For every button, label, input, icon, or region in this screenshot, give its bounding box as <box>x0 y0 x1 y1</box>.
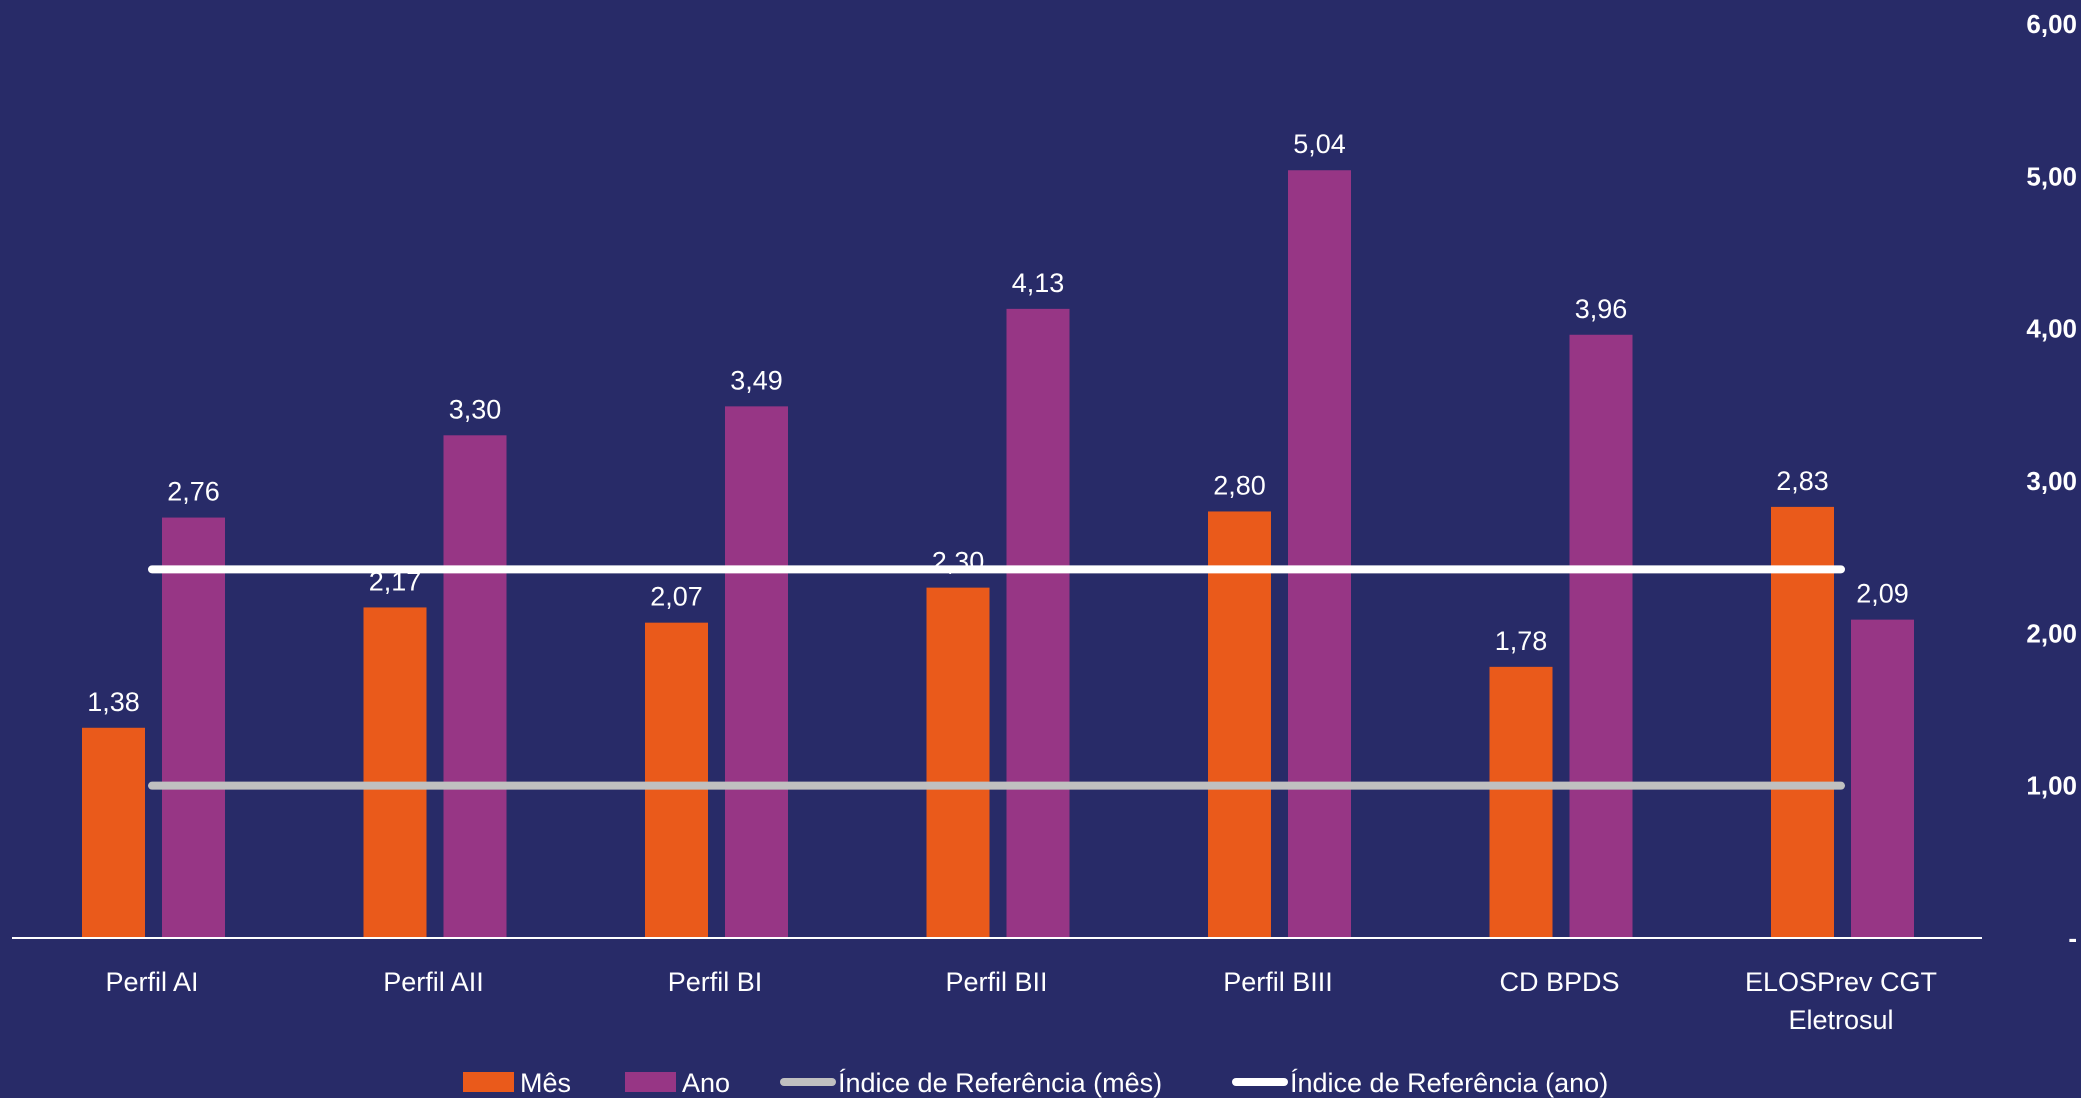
x-tick-label: Perfil BIII <box>1223 967 1333 997</box>
bar-ano <box>162 517 225 938</box>
bar-mes <box>926 587 990 938</box>
data-label: 2,83 <box>1776 466 1829 496</box>
bar-mes <box>1208 511 1271 938</box>
y-tick-label: 5,00 <box>2026 161 2077 191</box>
data-label: 1,78 <box>1495 626 1548 656</box>
bar-ano <box>725 406 788 938</box>
x-tick-label: Perfil BI <box>668 967 763 997</box>
y-tick-label: 2,00 <box>2026 618 2077 648</box>
bar-mes <box>363 607 427 938</box>
x-tick-label: Perfil AII <box>383 967 484 997</box>
legend-swatch-mes <box>463 1072 514 1092</box>
data-label: 2,76 <box>167 477 220 507</box>
bar-ano <box>443 435 507 938</box>
data-label: 5,04 <box>1293 129 1346 159</box>
x-tick-label: ELOSPrev CGT <box>1745 967 1937 997</box>
x-tick-label: Perfil BII <box>945 967 1047 997</box>
bar-ano <box>1288 170 1351 939</box>
legend-label: Índice de Referência (mês) <box>838 1068 1162 1098</box>
y-tick-label: 3,00 <box>2026 466 2077 496</box>
bar-ano <box>1006 308 1070 938</box>
legend-label: Índice de Referência (ano) <box>1290 1068 1608 1098</box>
data-label: 3,96 <box>1575 294 1628 324</box>
data-label: 4,13 <box>1012 268 1065 298</box>
data-label: 3,49 <box>730 365 783 395</box>
data-label: 2,09 <box>1856 579 1909 609</box>
legend-swatch-ano <box>625 1072 676 1092</box>
bar-mes <box>82 727 145 938</box>
legend-label: Ano <box>682 1068 730 1098</box>
x-tick-label: Eletrosul <box>1788 1005 1893 1035</box>
data-label: 3,30 <box>449 394 502 424</box>
bar-mes <box>1489 666 1553 938</box>
y-tick-label: 4,00 <box>2026 314 2077 344</box>
y-tick-label: 6,00 <box>2026 9 2077 39</box>
legend-label: Mês <box>520 1068 571 1098</box>
bar-ano <box>1851 619 1914 938</box>
x-tick-label: Perfil AI <box>105 967 198 997</box>
data-label: 2,80 <box>1213 470 1266 500</box>
y-tick-label: - <box>2068 923 2077 953</box>
data-label: 1,38 <box>87 687 140 717</box>
y-tick-label: 1,00 <box>2026 771 2077 801</box>
data-label: 2,07 <box>650 582 703 612</box>
bar-mes <box>645 622 708 938</box>
x-tick-label: CD BPDS <box>1499 967 1619 997</box>
bar-mes <box>1771 506 1834 938</box>
bar-ano <box>1569 334 1633 938</box>
